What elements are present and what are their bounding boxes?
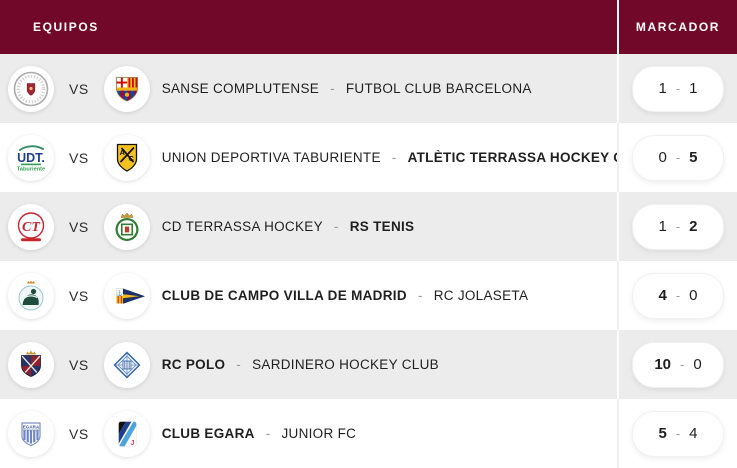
svg-text:UDT.: UDT. <box>17 151 45 165</box>
away-team-logo: ⚓ <box>103 272 150 319</box>
score-pill: 1 - 1 <box>632 65 724 112</box>
teams-cell: VS SANSE COMPLUTENSE - FUTBOL CLUB BARCE… <box>0 54 617 123</box>
home-team-name: UNION DEPORTIVA TABURIENTE <box>161 150 381 165</box>
away-team-logo <box>103 65 150 112</box>
home-score: 0 <box>658 149 667 166</box>
score-separator: - <box>675 219 681 234</box>
score-pill: 5 - 4 <box>632 410 724 457</box>
home-score: 10 <box>654 356 671 373</box>
home-score: 1 <box>658 80 667 97</box>
match-list: VS SANSE COMPLUTENSE - FUTBOL CLUB BARCE… <box>0 54 737 468</box>
team-separator: - <box>330 81 335 96</box>
match-row[interactable]: VS SANSE COMPLUTENSE - FUTBOL CLUB BARCE… <box>0 54 737 123</box>
teams-cell: VS ⚓ CLUB DE CAMPO VILLA DE MADRID - RC … <box>0 261 617 330</box>
away-team-name: RS TENIS <box>349 219 415 234</box>
team-separator: - <box>417 288 423 303</box>
score-separator: - <box>675 150 681 165</box>
home-score: 1 <box>658 218 667 235</box>
score-separator: - <box>680 357 685 372</box>
team-separator: - <box>333 219 339 234</box>
home-team-name: CD TERRASSA HOCKEY <box>161 219 323 234</box>
vs-label: VS <box>69 287 89 304</box>
home-score: 4 <box>658 287 667 304</box>
home-team-logo: EGARA <box>8 410 54 457</box>
vs-label: VS <box>69 356 89 373</box>
score-separator: - <box>675 81 681 96</box>
score-cell: 0 - 5 <box>617 123 737 192</box>
away-team-name: JUNIOR FC <box>281 426 357 441</box>
svg-text:EGARA: EGARA <box>23 424 40 429</box>
home-team-name: SANSE COMPLUTENSE <box>161 81 320 96</box>
match-row[interactable]: VS ⚓ CLUB DE CAMPO VILLA DE MADRID - RC … <box>0 261 737 330</box>
score-pill: 4 - 0 <box>632 272 724 319</box>
away-team-name: FUTBOL CLUB BARCELONA <box>345 81 532 96</box>
score-pill: 0 - 5 <box>632 134 724 181</box>
away-team-logo: J <box>103 410 150 457</box>
score-separator: - <box>675 426 681 441</box>
teams-cell: CT VS CD TERRASSA HOCKEY - RS TENIS <box>0 192 617 261</box>
svg-text:CT: CT <box>22 220 41 235</box>
away-score: 2 <box>689 218 698 235</box>
home-team-name: CLUB EGARA <box>161 426 255 441</box>
home-team-logo <box>8 272 54 319</box>
vs-label: VS <box>69 149 89 166</box>
away-team-name: RC JOLASETA <box>433 288 529 303</box>
home-team-logo <box>8 341 54 388</box>
home-team-name: RC POLO <box>161 357 226 372</box>
vs-label: VS <box>69 80 89 97</box>
home-team-name: CLUB DE CAMPO VILLA DE MADRID <box>161 288 407 303</box>
score-cell: 4 - 0 <box>617 261 737 330</box>
score-cell: 1 - 1 <box>617 54 737 123</box>
team-separator: - <box>265 426 271 441</box>
away-score: 0 <box>689 287 698 304</box>
svg-text:Taburiente: Taburiente <box>17 166 45 172</box>
teams-cell: EGARA VS J CLUB EGARA - JUNIOR FC <box>0 399 617 468</box>
score-cell: 5 - 4 <box>617 399 737 468</box>
away-score: 5 <box>689 149 698 166</box>
svg-text:A: A <box>119 148 125 157</box>
score-separator: - <box>675 288 681 303</box>
home-team-logo: UDT. Taburiente <box>8 134 54 181</box>
vs-label: VS <box>69 218 89 235</box>
svg-text:⚓: ⚓ <box>116 289 123 296</box>
home-team-logo: CT <box>8 203 54 250</box>
team-separator: - <box>391 150 397 165</box>
away-score: 4 <box>689 425 698 442</box>
home-score: 5 <box>658 425 667 442</box>
score-pill: 1 - 2 <box>632 203 724 250</box>
teams-cell: VS RC POLO - SARDINERO HOCKEY CLUB <box>0 330 617 399</box>
vs-label: VS <box>69 425 89 442</box>
match-row[interactable]: EGARA VS J CLUB EGARA - JUNIOR FC 5 - 4 <box>0 399 737 468</box>
team-separator: - <box>236 357 242 372</box>
home-team-logo <box>8 65 54 112</box>
marcador-column-header: MARCADOR <box>617 0 737 54</box>
away-team-logo <box>103 203 150 250</box>
away-team-logo <box>103 341 150 388</box>
away-team-name: SARDINERO HOCKEY CLUB <box>252 357 439 372</box>
away-score: 1 <box>689 80 698 97</box>
equipos-column-header: EQUIPOS <box>33 20 99 34</box>
match-row[interactable]: VS RC POLO - SARDINERO HOCKEY CLUB 10 - … <box>0 330 737 399</box>
away-score: 0 <box>693 356 702 373</box>
svg-text:J: J <box>130 439 134 446</box>
table-header: EQUIPOS MARCADOR <box>0 0 737 54</box>
score-pill: 10 - 0 <box>632 341 724 388</box>
svg-text:C: C <box>128 154 134 163</box>
match-row[interactable]: CT VS CD TERRASSA HOCKEY - RS TENIS 1 - … <box>0 192 737 261</box>
score-cell: 1 - 2 <box>617 192 737 261</box>
score-cell: 10 - 0 <box>617 330 737 399</box>
away-team-name: ATLÈTIC TERRASSA HOCKEY CLUB <box>407 150 617 165</box>
